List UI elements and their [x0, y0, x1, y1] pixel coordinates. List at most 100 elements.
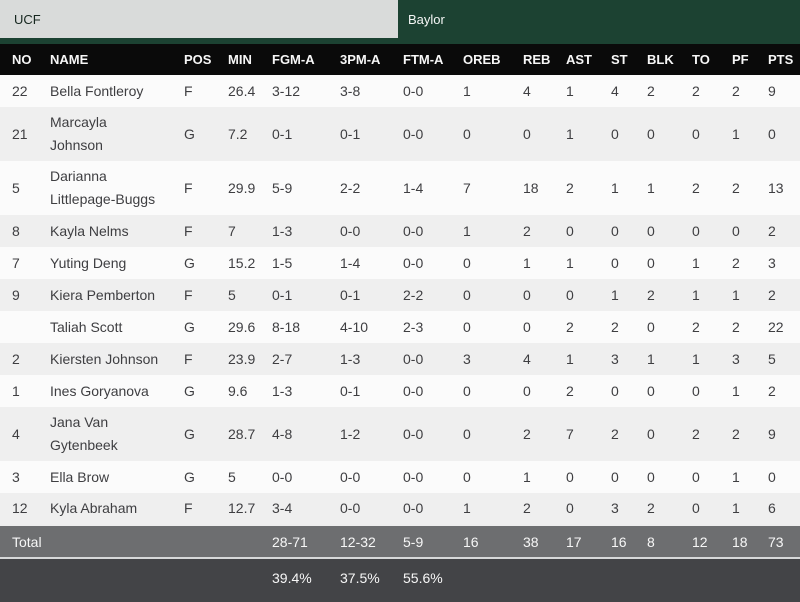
cell-no: 2	[12, 350, 20, 367]
column-header-oreb: OREB	[463, 44, 523, 75]
cell-pf: 0	[732, 222, 740, 239]
cell-3pm-a: 0-1	[340, 125, 361, 142]
cell-pts: 9	[768, 425, 776, 442]
cell-min: 7.2	[228, 125, 248, 142]
cell-ast: 2	[566, 382, 574, 399]
cell-blk: 2	[647, 500, 655, 516]
cell-ftm-a: 1-4	[403, 179, 424, 196]
column-header-to: TO	[692, 44, 732, 75]
pct-pos	[184, 557, 228, 596]
total-blk: 8	[647, 524, 692, 558]
column-header-no: NO	[0, 44, 50, 75]
cell-3pm-a: 0-1	[340, 382, 361, 399]
pct-3pm-a: 37.5%	[340, 557, 403, 596]
cell-st: 0	[611, 254, 619, 271]
cell-3pm-a: 0-0	[340, 468, 361, 485]
cell-name: Marcayla Johnson	[50, 114, 107, 153]
cell-to: 0	[692, 222, 700, 239]
cell-ast: 0	[566, 468, 574, 485]
cell-st: 3	[611, 350, 619, 367]
cell-no	[0, 311, 50, 343]
cell-no: 9	[12, 286, 20, 303]
cell-blk: 2	[647, 82, 655, 99]
cell-pts: 2	[768, 382, 776, 399]
pct-fgm-a: 39.4%	[272, 557, 340, 596]
cell-name: Bella Fontleroy	[50, 82, 144, 99]
cell-st: 1	[611, 286, 619, 303]
cell-reb: 0	[523, 125, 531, 142]
total-ast: 17	[566, 524, 611, 558]
total-st: 16	[611, 524, 647, 558]
cell-ast: 1	[566, 125, 574, 142]
cell-to: 0	[692, 382, 700, 399]
cell-to: 0	[692, 500, 700, 516]
total-pf: 18	[732, 524, 768, 558]
cell-pf: 2	[732, 425, 740, 442]
cell-pts: 13	[768, 179, 784, 196]
column-header-reb: REB	[523, 44, 566, 75]
cell-ast: 2	[566, 179, 574, 196]
cell-3pm-a: 4-10	[340, 318, 369, 335]
cell-reb: 2	[523, 500, 531, 516]
cell-pts: 22	[768, 318, 784, 335]
cell-pts: 0	[768, 125, 776, 142]
column-header-pts: PTS	[768, 44, 800, 75]
player-rows: 22 Bella Fontleroy F 26.4 3-12 3-8 0-0 1 4 1 4 2 2 2 9…	[0, 75, 800, 525]
cell-blk: 2	[647, 286, 655, 303]
cell-pf: 1	[732, 500, 740, 516]
cell-ftm-a: 0-0	[403, 350, 424, 367]
cell-blk: 1	[647, 179, 655, 196]
cell-3pm-a: 1-2	[340, 425, 361, 442]
pct-oreb	[463, 557, 523, 596]
cell-blk: 0	[647, 254, 655, 271]
cell-min: 26.4	[228, 82, 256, 99]
cell-oreb: 1	[463, 222, 471, 239]
cell-no: 12	[12, 500, 28, 516]
cell-no: 3	[12, 468, 20, 485]
cell-reb: 1	[523, 254, 531, 271]
cell-ftm-a: 0-0	[403, 500, 424, 516]
cell-name: Taliah Scott	[50, 318, 123, 335]
cell-pf: 1	[732, 382, 740, 399]
cell-name: Kiera Pemberton	[50, 286, 156, 303]
cell-pf: 2	[732, 82, 740, 99]
cell-min: 15.2	[228, 254, 256, 271]
cell-oreb: 7	[463, 179, 471, 196]
cell-ast: 0	[566, 222, 574, 239]
cell-to: 1	[692, 350, 700, 367]
cell-min: 12.7	[228, 500, 256, 516]
cell-to: 1	[692, 286, 700, 303]
pct-reb	[523, 557, 566, 596]
column-header-blk: BLK	[647, 44, 692, 75]
cell-pos: F	[184, 179, 193, 196]
player-row: 21 Marcayla Johnson G 7.2 0-1 0-1 0-0 0 0 1 0 0 0 1 0	[0, 107, 800, 161]
cell-ftm-a: 0-0	[403, 125, 424, 142]
cell-blk: 0	[647, 382, 655, 399]
tab-ucf[interactable]: UCF	[0, 0, 398, 38]
player-row: 5 Darianna Littlepage-Buggs F 29.9 5-9 2-2 1-4…	[0, 161, 800, 215]
cell-oreb: 0	[463, 468, 471, 485]
cell-ftm-a: 0-0	[403, 222, 424, 239]
cell-3pm-a: 0-1	[340, 286, 361, 303]
cell-oreb: 0	[463, 286, 471, 303]
cell-st: 2	[611, 425, 619, 442]
cell-fgm-a: 1-3	[272, 222, 293, 239]
cell-fgm-a: 3-12	[272, 82, 301, 99]
player-row: 22 Bella Fontleroy F 26.4 3-12 3-8 0-0 1 4 1 4 2 2 2 9	[0, 75, 800, 107]
cell-3pm-a: 1-4	[340, 254, 361, 271]
cell-blk: 0	[647, 318, 655, 335]
cell-pts: 2	[768, 222, 776, 239]
cell-fgm-a: 1-3	[272, 382, 293, 399]
column-header-3pm-a: 3PM-A	[340, 44, 403, 75]
total-reb: 38	[523, 524, 566, 558]
cell-oreb: 3	[463, 350, 471, 367]
box-score-table: NO NAME POS MIN FGM-A 3PM-A FTM-A OREB R…	[0, 44, 800, 596]
cell-st: 0	[611, 222, 619, 239]
total-to: 12	[692, 524, 732, 558]
cell-pts: 0	[768, 468, 776, 485]
column-header-fgm-a: FGM-A	[272, 44, 340, 75]
cell-pts: 6	[768, 500, 776, 516]
cell-pos: F	[184, 500, 193, 516]
tab-baylor[interactable]: Baylor	[408, 11, 445, 27]
